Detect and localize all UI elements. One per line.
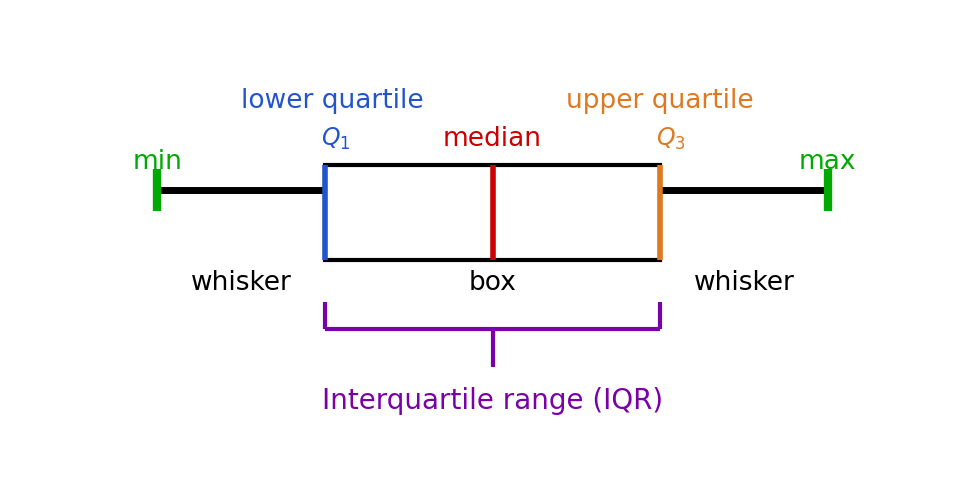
Text: upper quartile: upper quartile <box>566 88 753 114</box>
Text: lower quartile: lower quartile <box>241 88 424 114</box>
Text: Interquartile range (IQR): Interquartile range (IQR) <box>322 387 663 415</box>
Text: $Q_1$: $Q_1$ <box>321 126 351 152</box>
Bar <box>325 166 660 260</box>
Text: min: min <box>133 149 183 175</box>
Text: max: max <box>799 149 856 175</box>
Text: median: median <box>443 126 542 152</box>
Text: whisker: whisker <box>694 270 795 296</box>
Text: box: box <box>469 270 516 296</box>
Text: $Q_3$: $Q_3$ <box>656 126 686 152</box>
Text: whisker: whisker <box>190 270 291 296</box>
